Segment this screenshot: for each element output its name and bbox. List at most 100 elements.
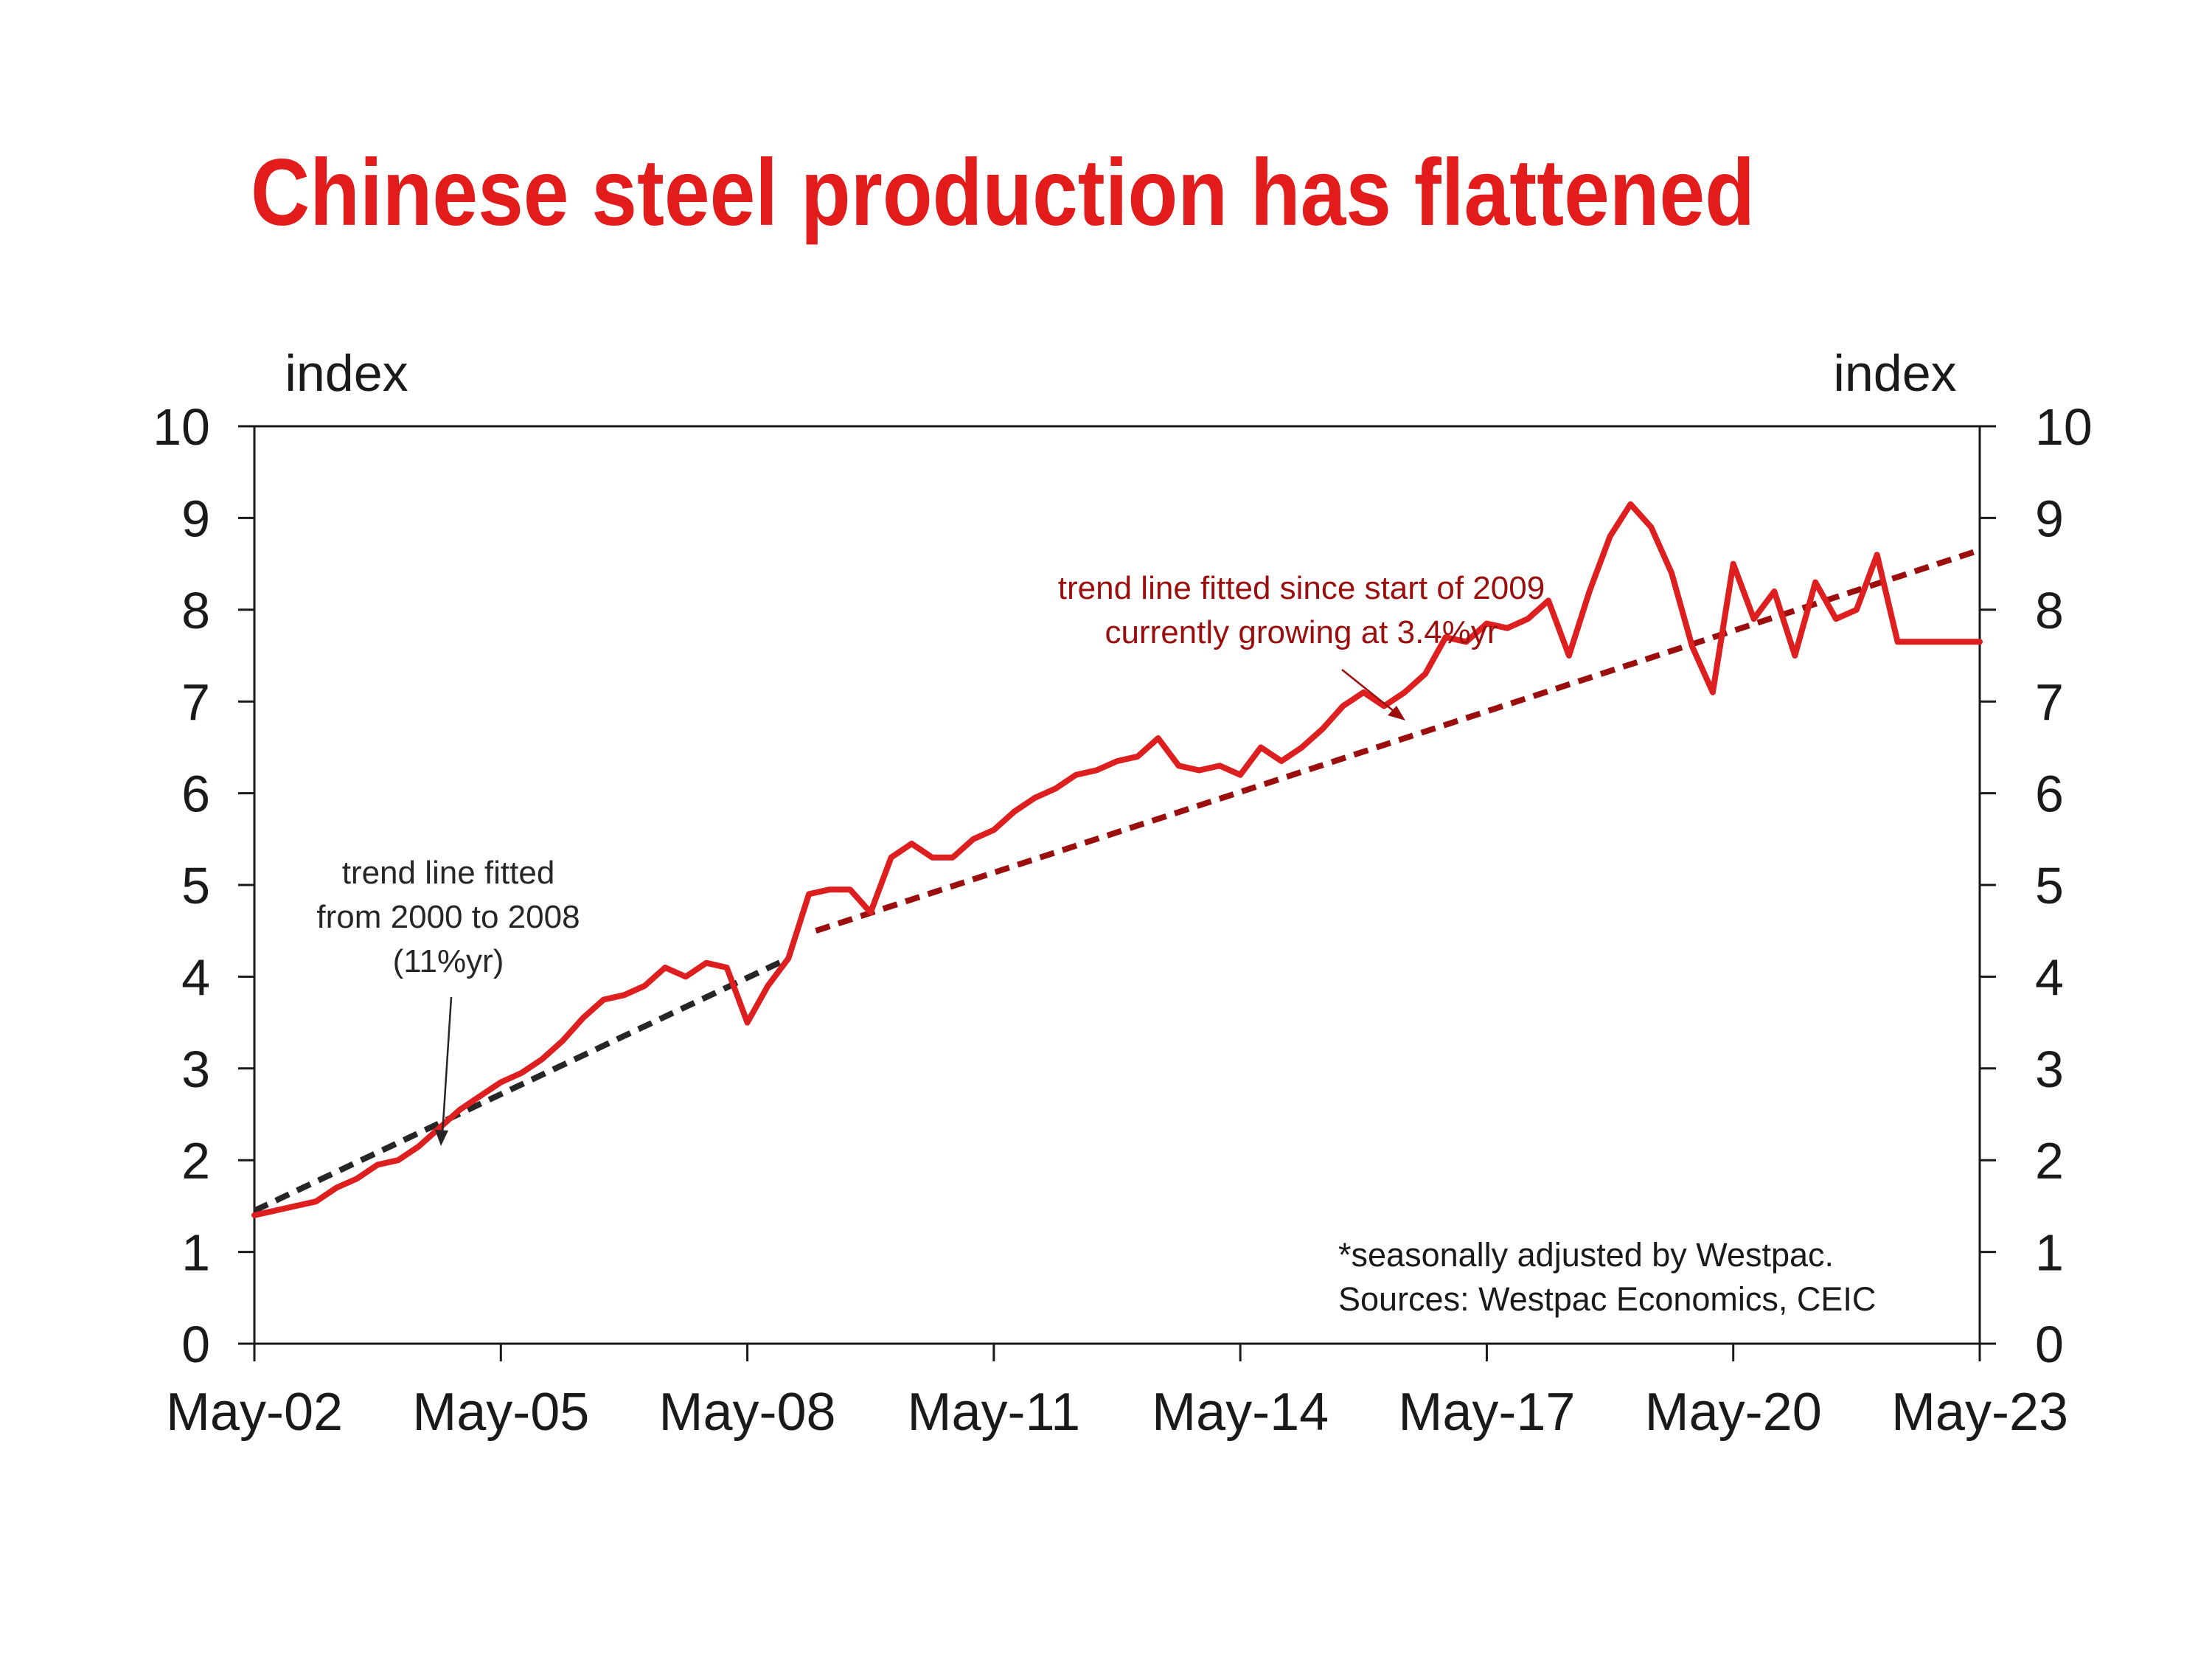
y-tick-label-left: 10: [153, 398, 210, 456]
series-point: [416, 1144, 421, 1149]
y-axis-label-right: index: [1833, 344, 1956, 402]
series-point: [478, 1094, 483, 1099]
x-tick-label: May-17: [1398, 1383, 1575, 1442]
series-point: [1505, 625, 1510, 631]
series-point: [1155, 735, 1161, 740]
series-point: [272, 1208, 277, 1213]
series-point: [1607, 534, 1613, 539]
series-point: [1135, 754, 1140, 759]
y-tick-label-left: 5: [181, 857, 210, 914]
x-tick-label: May-08: [659, 1383, 836, 1442]
y-tick-label-left: 1: [181, 1224, 210, 1282]
y-tick-label-left: 3: [181, 1041, 210, 1098]
note-line-2: Sources: Westpac Economics, CEIC: [1338, 1280, 1876, 1318]
trend-2009-label-line-1: trend line fitted since start of 2009: [1058, 570, 1545, 606]
series-point: [375, 1162, 380, 1167]
y-tick-label-right: 5: [2035, 857, 2064, 914]
trend-lines: [253, 547, 1981, 1214]
series-point: [1957, 639, 1962, 645]
series-point: [663, 965, 668, 970]
series-point: [1443, 635, 1448, 640]
trend-2009-label-line-2: currently growing at 3.4%yr: [1105, 614, 1498, 650]
series-point: [457, 1107, 462, 1112]
series-point: [601, 997, 606, 1002]
series-point: [745, 1020, 750, 1025]
series-point: [540, 1057, 544, 1062]
series-point: [1792, 653, 1798, 658]
series-point: [560, 1038, 565, 1044]
series-point: [1546, 598, 1551, 603]
series-point: [1874, 552, 1879, 558]
series-point: [827, 887, 832, 892]
series-point: [868, 910, 873, 915]
series-point: [1978, 639, 1982, 645]
series-point: [498, 1080, 504, 1085]
trend-2009-arrow-line: [1341, 669, 1398, 715]
series-group: [251, 501, 1983, 1218]
series-point: [1690, 644, 1694, 649]
trend-2000-label-line-2: from 2000 to 2008: [316, 899, 580, 935]
y-tick-label-left: 2: [181, 1132, 210, 1190]
series-point: [1361, 690, 1366, 695]
series-point: [437, 1125, 442, 1131]
x-tick-label: May-20: [1645, 1383, 1822, 1442]
series-point: [1464, 639, 1469, 645]
series-point: [1094, 768, 1099, 773]
trend-2000-arrow-line: [441, 996, 453, 1135]
y-tick-label-right: 8: [2035, 582, 2064, 639]
series-point: [765, 983, 771, 988]
y-tick-label-right: 1: [2035, 1224, 2064, 1282]
series-point: [1751, 617, 1756, 622]
series-point: [334, 1185, 339, 1190]
series-point: [313, 1199, 319, 1204]
series-point: [1731, 561, 1736, 566]
series-point: [355, 1176, 360, 1181]
series-point: [1238, 772, 1243, 777]
y-tick-label-right: 9: [2035, 490, 2064, 547]
series-point: [1217, 763, 1222, 768]
series-point: [1895, 639, 1900, 645]
series-point: [580, 1015, 585, 1021]
y-tick-label-right: 6: [2035, 765, 2064, 823]
series-point: [252, 1212, 257, 1218]
series-point: [1834, 617, 1838, 622]
series-point: [703, 960, 709, 965]
x-tick-label: May-14: [1152, 1383, 1329, 1442]
x-tick-label: May-02: [166, 1383, 343, 1442]
series-point: [724, 965, 729, 970]
trend-2009-arrowhead: [1388, 706, 1405, 721]
series-point: [1012, 809, 1017, 814]
series-point: [1484, 621, 1489, 626]
series-point: [1259, 745, 1263, 750]
y-tick-label-right: 10: [2035, 398, 2093, 456]
series-point: [1772, 589, 1777, 594]
series-point: [293, 1204, 298, 1209]
y-tick-label-left: 9: [181, 490, 210, 547]
y-tick-label-right: 2: [2035, 1132, 2064, 1190]
series-point: [1074, 772, 1079, 777]
y-tick-label-left: 4: [181, 948, 210, 1006]
series-point: [1115, 759, 1119, 764]
trend-2000-arrowhead: [435, 1130, 448, 1146]
series-point: [909, 841, 914, 847]
series-point: [847, 887, 852, 892]
series-point: [1813, 580, 1818, 585]
x-tick-label: May-05: [412, 1383, 589, 1442]
series-point: [1320, 726, 1325, 732]
series-point: [1279, 759, 1284, 764]
series-point: [1402, 690, 1407, 695]
series-point: [1628, 501, 1633, 507]
series-point: [1854, 607, 1859, 612]
y-tick-label-left: 8: [181, 582, 210, 639]
y-tick-label-right: 4: [2035, 948, 2064, 1006]
series-point: [786, 956, 791, 961]
note-line-1: *seasonally adjusted by Westpac.: [1338, 1236, 1834, 1274]
series-point: [1032, 795, 1037, 800]
series-point: [684, 974, 688, 979]
trend-line-since-2009: [815, 547, 1981, 934]
annotations: trend line fitted from 2000 to 2008 (11%…: [316, 570, 1876, 1318]
series-point: [1197, 768, 1202, 773]
series-point: [519, 1071, 524, 1076]
